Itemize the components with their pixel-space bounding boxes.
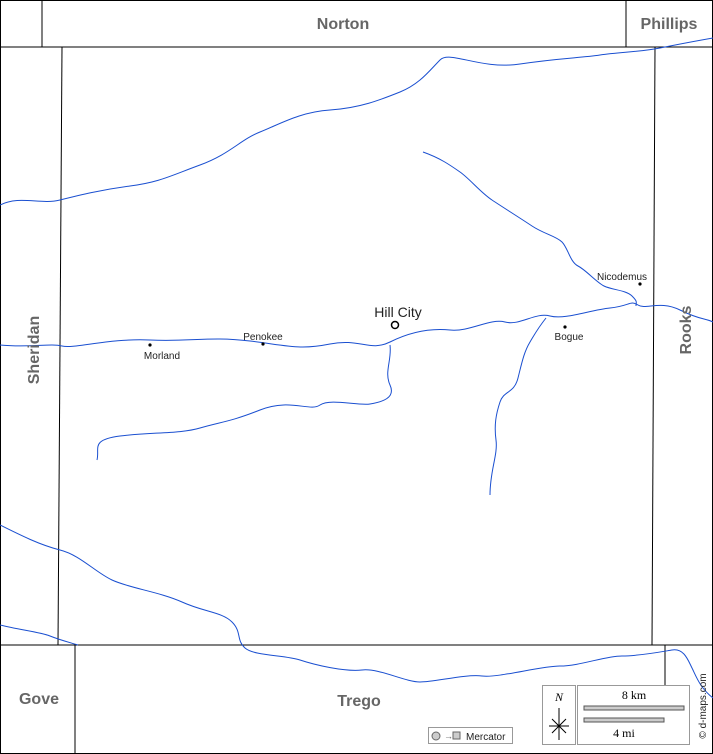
credit: © d-maps.com <box>698 673 709 738</box>
legend: N 8 km 4 mi → Mercator <box>428 685 690 745</box>
arrow: → <box>444 731 453 741</box>
compass <box>549 708 569 740</box>
north-arrow-label: N <box>554 690 564 704</box>
town-label: Nicodemus <box>597 272 647 283</box>
scale-label: 4 mi <box>613 726 635 740</box>
neighbor-label: Phillips <box>641 16 698 33</box>
town-marker <box>563 325 567 329</box>
neighbor-label: Norton <box>317 16 369 33</box>
town-marker <box>638 282 642 286</box>
neighbor-label: Sheridan <box>26 316 43 384</box>
town-label: Bogue <box>555 332 584 343</box>
town-marker <box>148 343 152 347</box>
seat-marker <box>390 320 400 330</box>
scale-bar <box>583 717 665 723</box>
town-label: Penokee <box>243 332 283 343</box>
projection-label: Mercator <box>466 732 506 743</box>
seat-label: Hill City <box>374 304 421 320</box>
scale-label: 8 km <box>622 688 647 702</box>
neighbor-label: Trego <box>337 693 381 710</box>
town-label: Morland <box>144 351 180 362</box>
rivers <box>0 37 713 699</box>
neighbor-label: Gove <box>19 691 59 708</box>
town-marker <box>261 342 265 346</box>
scale-bar <box>583 705 685 711</box>
neighbor-label: Rooks <box>678 305 695 354</box>
